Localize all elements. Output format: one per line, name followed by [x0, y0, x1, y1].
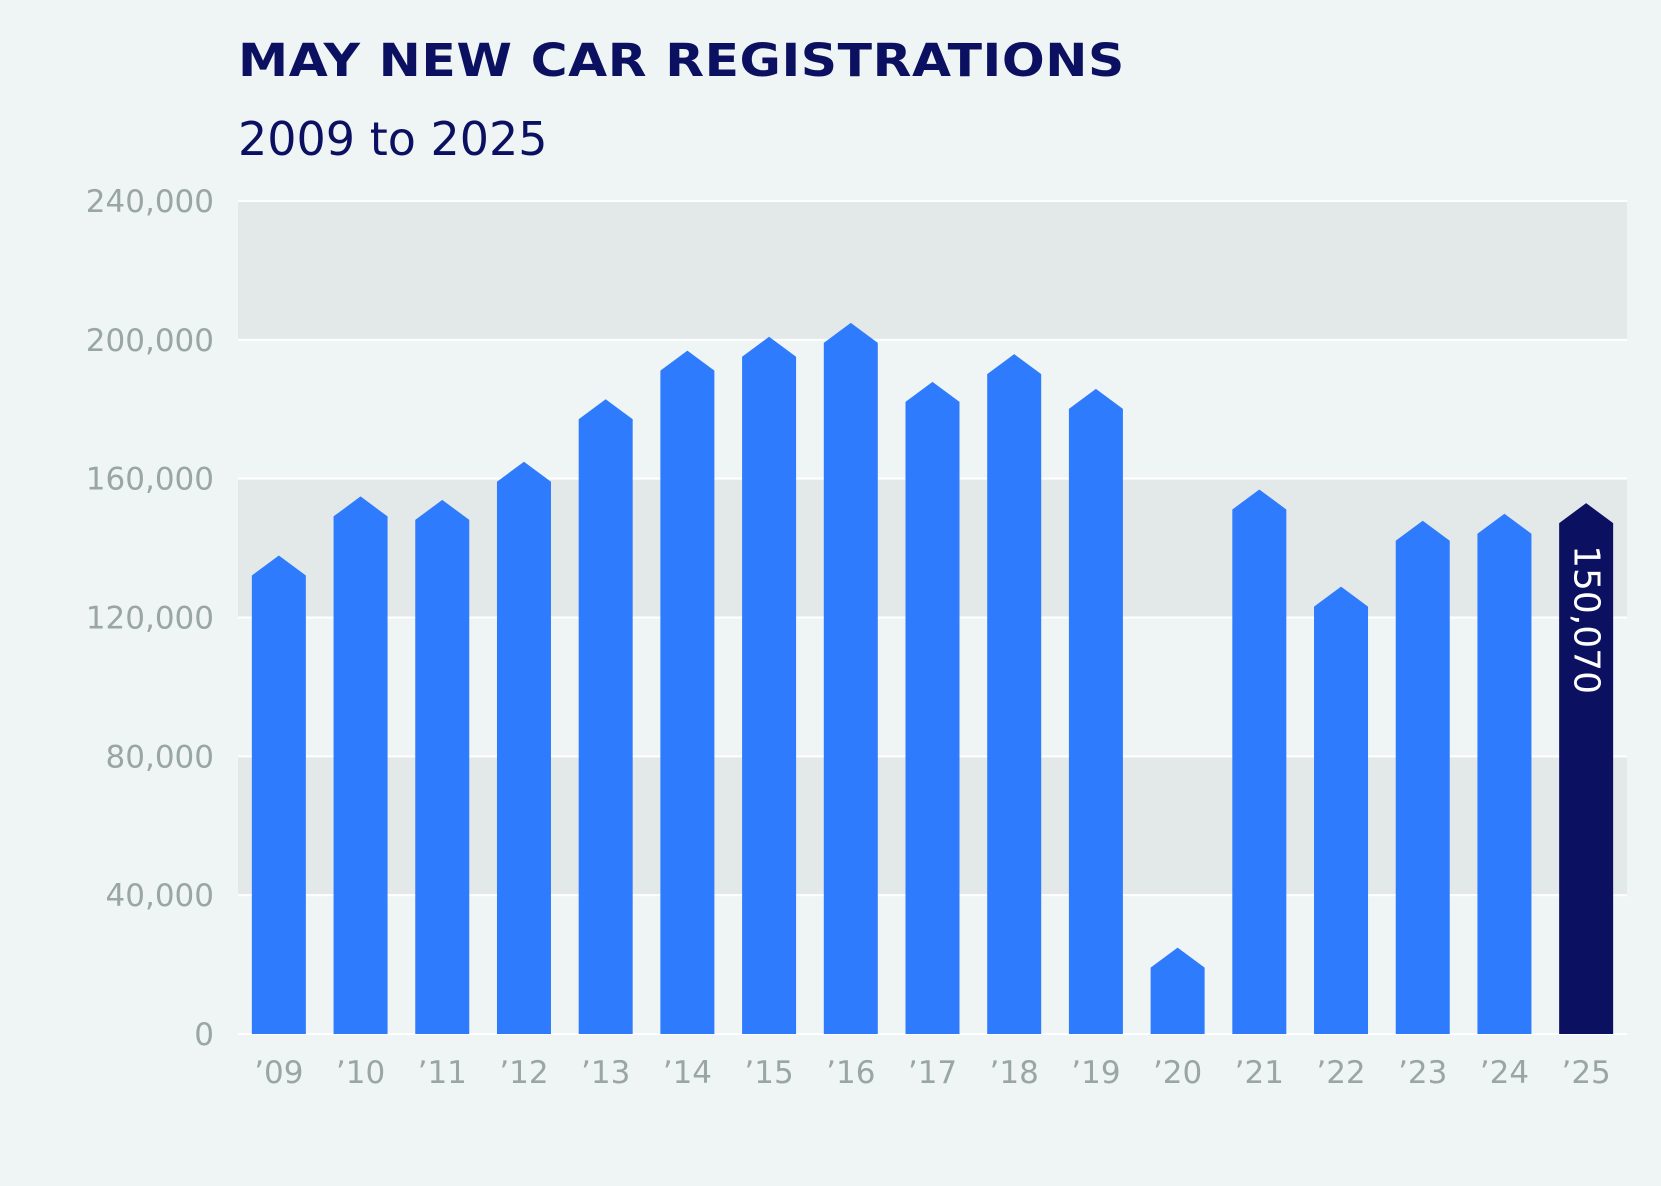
bar	[987, 354, 1042, 1035]
chart-title: MAY NEW CAR REGISTRATIONS	[238, 34, 1125, 87]
x-tick-label: ’21	[1235, 1055, 1284, 1091]
x-axis-ticks: ’09 ’10 ’11 ’12 ’13 ’14 ’15 ’16 ’17 ’18 ’19 ’20 ’21 ’…	[254, 1055, 1611, 1091]
bar	[251, 555, 306, 1034]
x-tick-label: ’16	[826, 1055, 875, 1091]
bar	[1477, 513, 1532, 1034]
bar	[415, 499, 470, 1034]
y-tick-label: 160,000	[86, 462, 214, 498]
x-tick-label: ’19	[1071, 1055, 1120, 1091]
chart-subtitle: 2009 to 2025	[238, 112, 548, 166]
bar	[823, 322, 878, 1034]
x-tick-label: ’25	[1561, 1055, 1610, 1091]
x-tick-label: ’22	[1316, 1055, 1365, 1091]
bar	[905, 381, 960, 1034]
x-tick-label: ’09	[254, 1055, 303, 1091]
y-tick-label: 0	[194, 1017, 214, 1053]
y-axis-ticks: 0 40,000 80,000 120,000 160,000 200,000 240,00…	[86, 184, 214, 1053]
x-tick-label: ’14	[663, 1055, 712, 1091]
y-tick-label: 120,000	[86, 601, 214, 637]
x-tick-label: ’13	[581, 1055, 630, 1091]
x-tick-label: ’11	[418, 1055, 467, 1091]
y-tick-label: 240,000	[86, 184, 214, 220]
highlight-value-label: 150,070	[1566, 545, 1607, 694]
bar	[1232, 489, 1287, 1034]
x-tick-label: ’23	[1398, 1055, 1447, 1091]
bar	[1150, 947, 1205, 1034]
x-tick-label: ’24	[1480, 1055, 1529, 1091]
y-tick-label: 200,000	[86, 323, 214, 359]
x-tick-label: ’18	[990, 1055, 1039, 1091]
bar	[1068, 388, 1123, 1034]
x-tick-label: ’20	[1153, 1055, 1202, 1091]
x-tick-label: ’12	[499, 1055, 548, 1091]
bar	[1314, 586, 1369, 1034]
x-tick-label: ’10	[336, 1055, 385, 1091]
y-tick-label: 40,000	[106, 878, 214, 914]
y-tick-label: 80,000	[106, 739, 214, 775]
bar	[333, 496, 388, 1034]
data-labels: 150,070	[1566, 545, 1607, 694]
bar	[578, 399, 633, 1034]
bar	[660, 350, 715, 1034]
bar	[742, 336, 797, 1034]
bar	[496, 461, 551, 1035]
bars	[251, 322, 1614, 1035]
bar-highlight	[1559, 503, 1614, 1034]
x-tick-label: ’15	[744, 1055, 793, 1091]
grid-band	[238, 201, 1627, 340]
x-tick-label: ’17	[908, 1055, 957, 1091]
bar	[1395, 520, 1450, 1034]
